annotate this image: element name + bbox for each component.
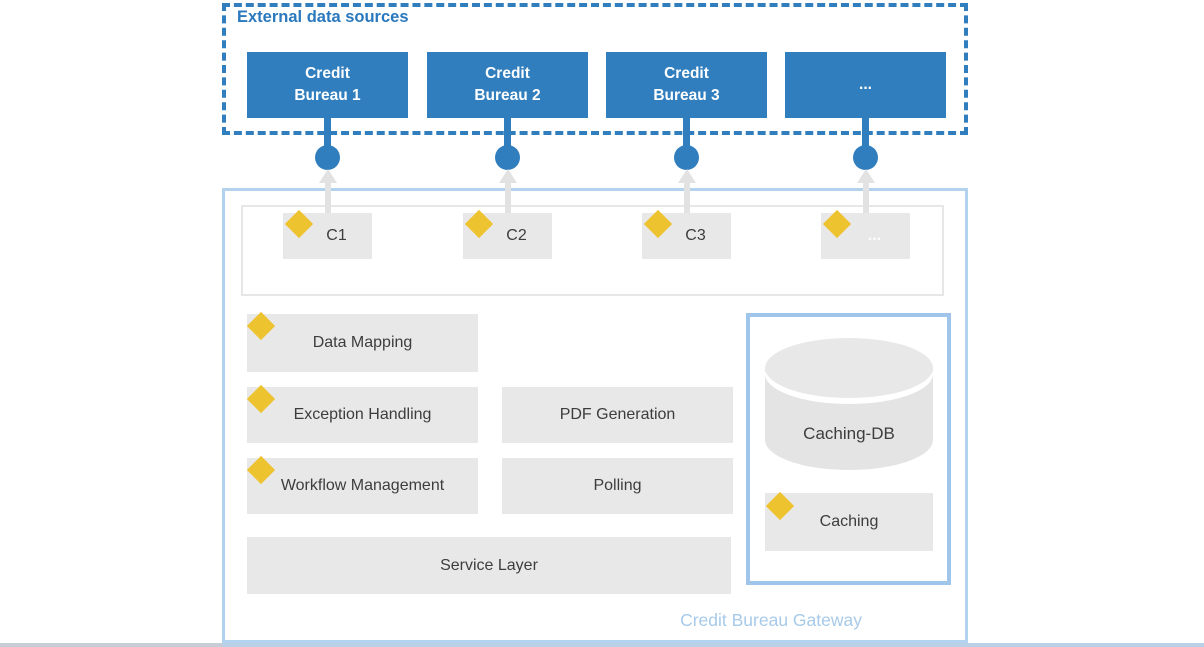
database-cylinder-icon [765, 338, 933, 398]
endpoint-circle-icon [315, 145, 340, 170]
external-data-sources-label: External data sources [237, 8, 409, 26]
up-arrow-icon [499, 169, 517, 183]
credit-bureau-1-box: Credit Bureau 1 [247, 52, 408, 118]
diamond-icon [464, 209, 494, 239]
component-service-layer-label: Service Layer [440, 556, 538, 574]
component-caching-label: Caching [819, 513, 879, 530]
connector-more-box: ... [821, 209, 910, 259]
diamond-icon [822, 209, 852, 239]
endpoint-circle-icon [674, 145, 699, 170]
caching-db-label: Caching-DB [803, 424, 895, 443]
connector-c3-box: C3 [642, 209, 731, 259]
lollipop-stem [324, 118, 331, 147]
up-arrow-icon [319, 169, 337, 183]
diamond-icon [765, 491, 795, 521]
endpoint-circle-icon [495, 145, 520, 170]
lollipop-stem [504, 118, 511, 147]
bottom-edge-line-left [0, 643, 222, 647]
connector-more-label: ... [867, 227, 882, 244]
up-arrow-shaft [325, 182, 331, 213]
component-workflow-management-label: Workflow Management [280, 477, 445, 494]
up-arrow-shaft [505, 182, 511, 213]
connector-c3-label: C3 [685, 227, 706, 244]
connector-c2-box: C2 [463, 209, 552, 259]
credit-bureau-1-label: Credit Bureau 1 [294, 65, 361, 104]
diamond-icon [246, 455, 276, 485]
component-data-mapping-label: Data Mapping [312, 334, 413, 351]
diamond-icon [284, 209, 314, 239]
up-arrow-shaft [684, 182, 690, 213]
credit-bureau-3-box: Credit Bureau 3 [606, 52, 767, 118]
component-pdf-generation: PDF Generation [502, 387, 733, 443]
component-caching: Caching [765, 491, 933, 551]
connector-c1-box: C1 [283, 209, 372, 259]
credit-bureau-3-label: Credit Bureau 3 [653, 65, 720, 104]
lollipop-stem [862, 118, 869, 147]
component-workflow-management: Workflow Management [246, 455, 478, 514]
diamond-icon [246, 384, 276, 414]
lollipop-stem [683, 118, 690, 147]
component-data-mapping: Data Mapping [246, 311, 478, 372]
component-service-layer: Service Layer [247, 537, 731, 594]
bottom-edge-line [0, 643, 1204, 647]
diamond-icon [246, 311, 276, 341]
component-exception-handling: Exception Handling [246, 384, 478, 443]
component-pdf-generation-label: PDF Generation [559, 406, 676, 423]
credit-bureau-gateway-label: Credit Bureau Gateway [680, 610, 862, 630]
up-arrow-icon [857, 169, 875, 183]
component-polling: Polling [502, 458, 733, 514]
credit-bureau-more-label: ... [859, 76, 872, 94]
external-data-sources-group [222, 3, 968, 135]
credit-bureau-2-box: Credit Bureau 2 [427, 52, 588, 118]
component-polling-label: Polling [593, 477, 642, 494]
connector-c2-label: C2 [506, 227, 527, 244]
credit-bureau-more-box: ... [785, 52, 946, 118]
credit-bureau-2-label: Credit Bureau 2 [474, 65, 541, 104]
component-exception-handling-label: Exception Handling [293, 406, 432, 423]
diamond-icon [643, 209, 673, 239]
connector-c1-label: C1 [326, 227, 347, 244]
endpoint-circle-icon [853, 145, 878, 170]
up-arrow-shaft [863, 182, 869, 213]
up-arrow-icon [678, 169, 696, 183]
